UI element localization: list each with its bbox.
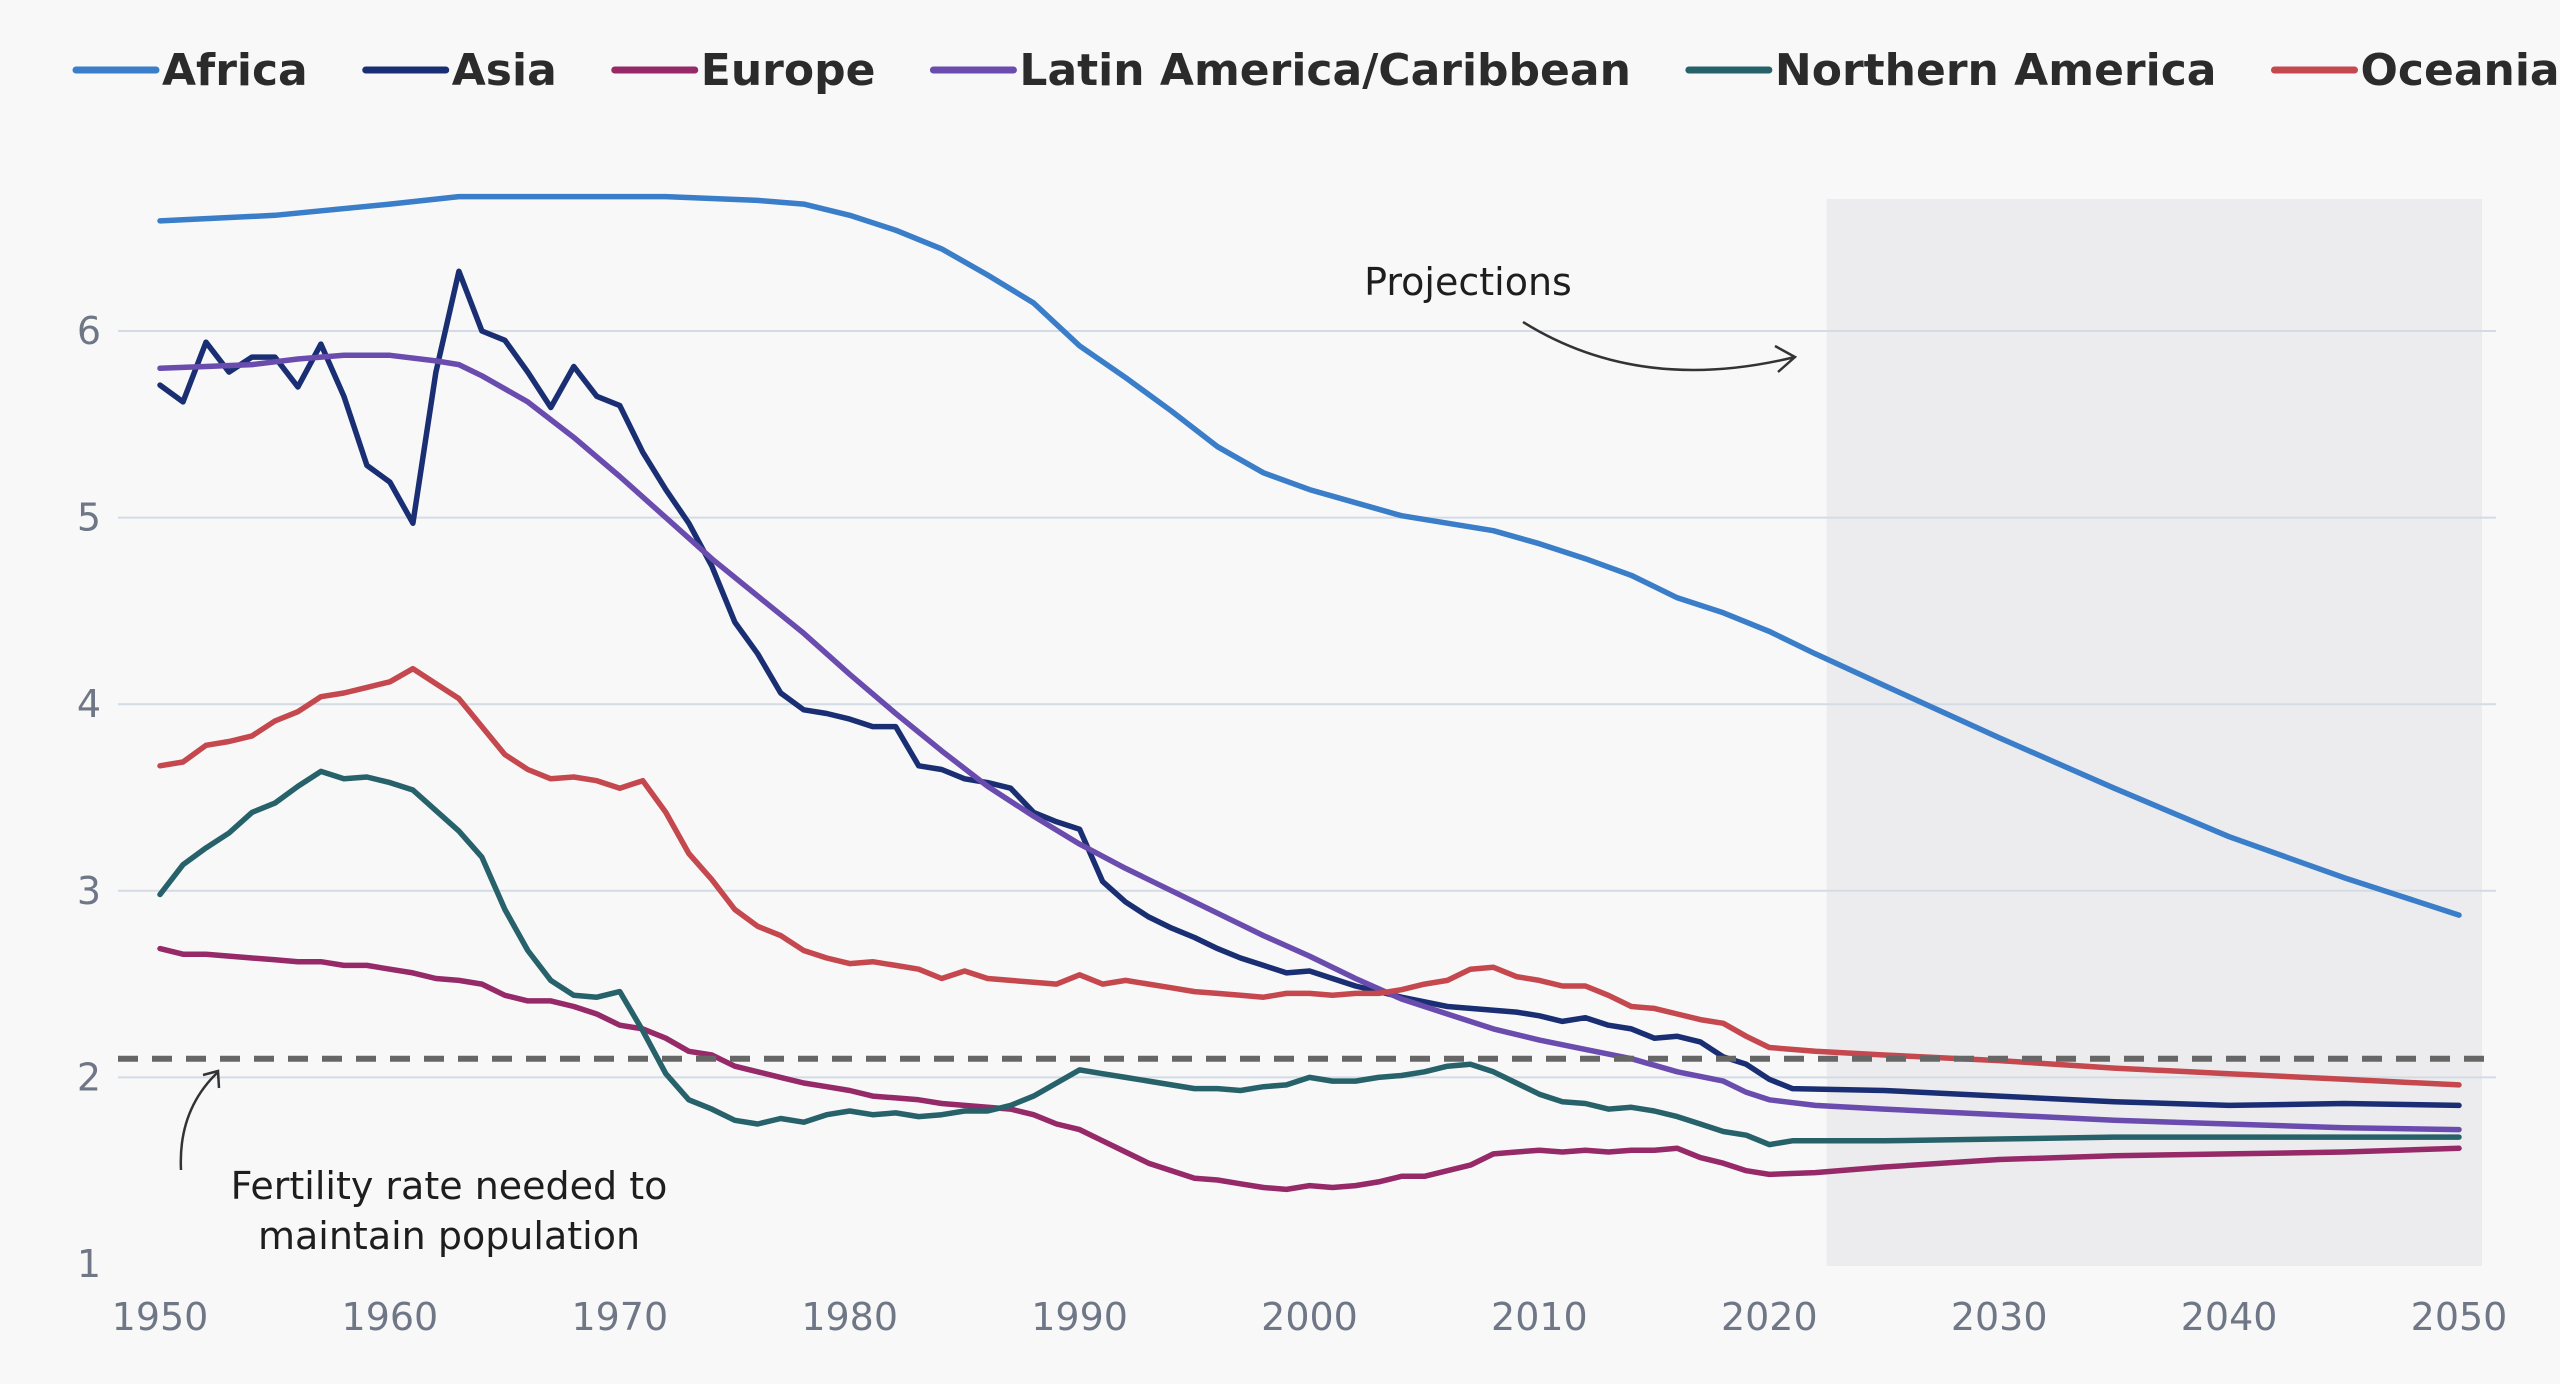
y-tick-label: 6	[77, 309, 101, 353]
series-line-asia	[157, 268, 2462, 1109]
y-tick-label: 3	[77, 869, 101, 913]
projections-annotation: Projections	[1364, 260, 1798, 373]
series-lines	[157, 193, 2462, 1193]
x-tick-label: 2040	[2181, 1295, 2278, 1339]
legend-label-oceania: Oceania	[2360, 45, 2559, 96]
x-tick-label: 1970	[571, 1295, 668, 1339]
x-tick-label: 2000	[1261, 1295, 1358, 1339]
y-tick-label: 2	[77, 1055, 101, 1099]
replacement-arrow	[179, 1071, 219, 1171]
legend: Africa Asia Europe Latin America/Caribbean N…	[72, 45, 2560, 96]
projections-label: Projections	[1364, 260, 1572, 304]
replacement-label-line2: maintain population	[258, 1214, 640, 1258]
series-line-africa	[157, 193, 2462, 918]
x-tick-label: 1990	[1031, 1295, 1128, 1339]
projections-arrow	[1522, 320, 1796, 372]
grid-lines	[118, 330, 2496, 1079]
x-tick-label: 2050	[2411, 1295, 2508, 1339]
projections-arrowhead	[1774, 344, 1798, 373]
x-tick-label: 2030	[1951, 1295, 2048, 1339]
y-tick-label: 4	[77, 682, 101, 726]
x-tick-label: 2020	[1721, 1295, 1818, 1339]
legend-label-asia: Asia	[452, 45, 557, 96]
x-tick-label: 1980	[801, 1295, 898, 1339]
series-line-northern-america	[157, 768, 2462, 1148]
legend-label-northern-america: Northern America	[1775, 45, 2217, 96]
legend-label-latin-america-caribbean: Latin America/Caribbean	[1019, 45, 1630, 96]
x-tick-label: 1950	[112, 1295, 209, 1339]
y-tick-label: 1	[77, 1242, 101, 1286]
projections-shaded-region	[1826, 199, 2482, 1266]
y-axis-ticks: 1 2 3 4 5 6	[77, 309, 101, 1286]
legend-label-africa: Africa	[162, 45, 308, 96]
x-tick-label: 2010	[1491, 1295, 1588, 1339]
series-line-latin-america-caribbean	[157, 352, 2462, 1133]
replacement-label-line1: Fertility rate needed to	[231, 1164, 668, 1208]
replacement-annotation: Fertility rate needed to maintain popula…	[179, 1069, 672, 1263]
series-line-europe	[157, 945, 2462, 1193]
x-axis-ticks: 1950 1960 1970 1980 1990 2000 2010 2020 2030 2040…	[112, 1295, 2508, 1339]
x-tick-label: 1960	[342, 1295, 439, 1339]
series-line-oceania	[157, 665, 2462, 1088]
y-tick-label: 5	[77, 496, 101, 540]
replacement-arrowhead	[202, 1069, 221, 1089]
legend-label-europe: Europe	[701, 45, 876, 96]
